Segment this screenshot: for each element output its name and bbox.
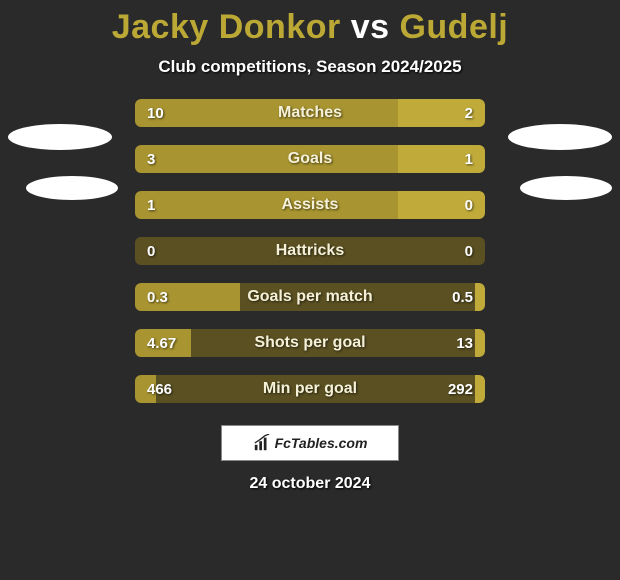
date-text: 24 october 2024 (0, 475, 620, 493)
stat-row: 1Assists0 (135, 191, 485, 219)
stat-value-right: 0 (435, 243, 485, 260)
decorative-ellipse (26, 176, 118, 200)
stat-row: 0Hattricks0 (135, 237, 485, 265)
decorative-ellipse (508, 124, 612, 150)
stat-row: 0.3Goals per match0.5 (135, 283, 485, 311)
stat-value-right: 2 (435, 105, 485, 122)
stat-value-left: 3 (135, 151, 185, 168)
stat-row: 4.67Shots per goal13 (135, 329, 485, 357)
stat-value-left: 10 (135, 105, 185, 122)
stat-label: Min per goal (185, 380, 435, 398)
stat-label: Shots per goal (185, 334, 435, 352)
stat-label: Goals per match (185, 288, 435, 306)
player2-name: Gudelj (399, 8, 508, 46)
stat-value-right: 1 (435, 151, 485, 168)
stat-row: 3Goals1 (135, 145, 485, 173)
stats-list: 10Matches23Goals11Assists00Hattricks00.3… (135, 99, 485, 403)
stat-value-right: 292 (435, 381, 485, 398)
stat-value-right: 13 (435, 335, 485, 352)
player1-name: Jacky Donkor (112, 8, 341, 46)
stat-label: Assists (185, 196, 435, 214)
stat-value-left: 1 (135, 197, 185, 214)
stat-value-right: 0.5 (435, 289, 485, 306)
stat-row: 10Matches2 (135, 99, 485, 127)
chart-icon (253, 434, 271, 452)
decorative-ellipse (8, 124, 112, 150)
brand-text: FcTables.com (275, 435, 368, 451)
vs-text: vs (351, 8, 390, 46)
decorative-ellipse (520, 176, 612, 200)
stat-value-right: 0 (435, 197, 485, 214)
stat-label: Matches (185, 104, 435, 122)
stat-label: Hattricks (185, 242, 435, 260)
subtitle: Club competitions, Season 2024/2025 (0, 57, 620, 77)
stat-label: Goals (185, 150, 435, 168)
stat-row: 466Min per goal292 (135, 375, 485, 403)
stat-value-left: 466 (135, 381, 185, 398)
stat-value-left: 0.3 (135, 289, 185, 306)
brand-box[interactable]: FcTables.com (221, 425, 399, 461)
stat-value-left: 0 (135, 243, 185, 260)
comparison-title: Jacky Donkor vs Gudelj (0, 0, 620, 47)
stat-value-left: 4.67 (135, 335, 185, 352)
